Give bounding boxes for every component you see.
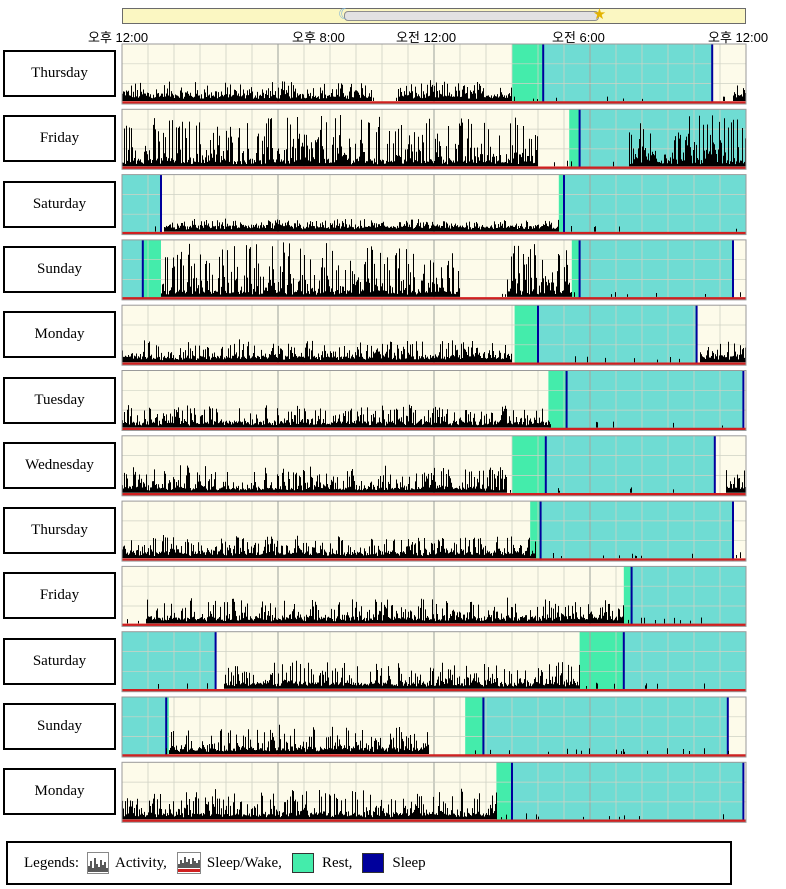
rest-band [512, 44, 544, 104]
sleep-band [122, 239, 143, 300]
row-frame [121, 761, 747, 823]
actogram-chart [121, 43, 747, 823]
row-frame [121, 435, 747, 497]
day-row [121, 43, 747, 105]
day-label: Friday [3, 572, 116, 620]
rest-band [579, 631, 624, 692]
activity-icon [86, 852, 109, 874]
sleep-band [543, 44, 713, 104]
sleep-band [512, 762, 744, 823]
row-frame [121, 174, 747, 236]
rest-band [496, 762, 512, 823]
time-label-6am: 오전 6:00 [552, 30, 605, 45]
legend-title: Legends: [24, 854, 79, 871]
legend: Legends: Activity, Sleep/Wake, Rest, Sle… [6, 841, 732, 885]
activity-bars [127, 597, 702, 624]
row-frame [121, 500, 747, 562]
legend-item-activity: Activity, [86, 852, 167, 874]
day-row [121, 761, 747, 823]
sleep-band [623, 631, 746, 692]
row-frame [121, 565, 747, 627]
day-label: Thursday [3, 50, 116, 97]
sleep-band [566, 370, 744, 431]
day-row [121, 108, 747, 170]
day-label: Monday [3, 311, 116, 359]
legend-label-rest: Rest, [321, 854, 353, 871]
day-label: Saturday [3, 180, 116, 228]
sleep-band [540, 501, 733, 562]
rest-band [569, 109, 580, 170]
day-label: Tuesday [3, 376, 116, 424]
sleep-band [579, 239, 733, 300]
sleep-band [122, 631, 216, 692]
sleep-band [538, 305, 697, 366]
day-row [121, 631, 747, 693]
day-label: Wednesday [3, 441, 116, 489]
rest-band [514, 305, 538, 366]
sleep-band [483, 697, 728, 757]
sleep-band [631, 566, 746, 627]
time-label-noon-start: 오후 12:00 [88, 30, 149, 45]
day-row [121, 435, 747, 497]
day-label: Monday [3, 768, 116, 816]
rest-band [530, 501, 541, 562]
day-row [121, 174, 747, 236]
activity-bars [155, 218, 737, 232]
activity-bars [166, 724, 729, 754]
rest-band [623, 566, 632, 627]
sleep-band [122, 697, 167, 757]
sleep-band [545, 435, 715, 496]
sleep-wake-icon [176, 852, 201, 874]
row-frame [121, 631, 747, 693]
day-label: Friday [3, 115, 116, 163]
legend-label-sleep: Sleep [392, 854, 426, 871]
row-frame [121, 696, 747, 758]
day-label: Sunday [3, 703, 116, 750]
time-label-noon-end: 오후 12:00 [708, 30, 769, 45]
legend-item-rest: Rest, [291, 853, 353, 873]
row-frame [121, 239, 747, 301]
day-row [121, 696, 747, 758]
day-label: Thursday [3, 507, 116, 555]
legend-item-sleep-wake: Sleep/Wake, [176, 852, 282, 874]
time-axis-bar: ☾ ★ [122, 7, 746, 24]
rest-swatch [291, 853, 314, 873]
day-row [121, 304, 747, 366]
activity-bars [161, 242, 741, 297]
row-frame [121, 370, 747, 431]
day-label: Saturday [3, 637, 116, 685]
rest-band [558, 174, 564, 235]
sleep-band [122, 174, 161, 235]
night-span-indicator [344, 11, 599, 21]
sun-icon: ★ [592, 7, 607, 23]
moon-icon: ☾ [338, 7, 352, 23]
time-label-midnight: 오전 12:00 [396, 30, 457, 45]
legend-item-sleep: Sleep [362, 853, 426, 873]
rest-band [548, 370, 567, 431]
day-row [121, 500, 747, 562]
row-frame [121, 304, 747, 366]
day-row [121, 565, 747, 627]
row-frame [121, 43, 747, 105]
time-label-8pm: 오후 8:00 [292, 30, 345, 45]
rest-band [512, 435, 546, 496]
sleep-band [564, 174, 746, 235]
legend-label-sleep-wake: Sleep/Wake, [206, 854, 282, 871]
rest-band [465, 697, 484, 757]
activity-bars [158, 660, 705, 689]
row-frame [121, 108, 747, 170]
legend-label-activity: Activity, [114, 854, 167, 871]
day-row [121, 370, 747, 431]
sleep-swatch [362, 853, 385, 873]
rest-band [571, 239, 580, 300]
day-label: Sunday [3, 245, 116, 293]
day-row [121, 239, 747, 301]
